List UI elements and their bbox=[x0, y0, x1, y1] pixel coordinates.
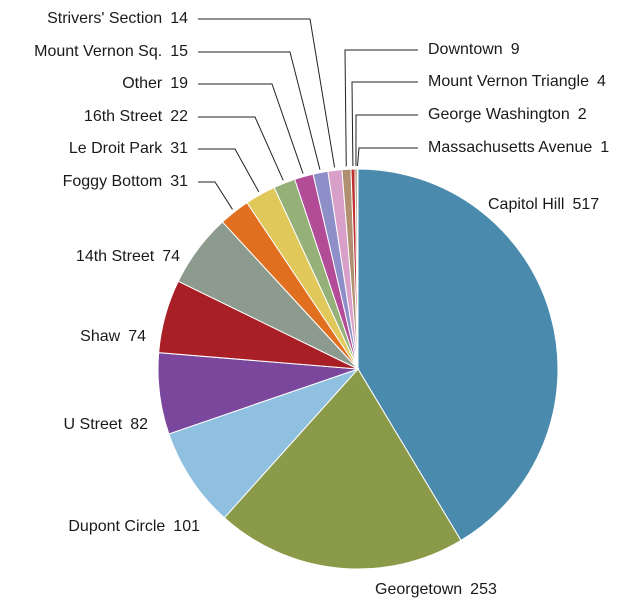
slice-label: 16th Street 22 bbox=[84, 108, 188, 125]
slice-label: U Street 82 bbox=[64, 416, 149, 433]
slice-label: Le Droit Park 31 bbox=[69, 140, 188, 157]
label-name: Mount Vernon Triangle bbox=[428, 73, 589, 90]
label-name: Mount Vernon Sq. bbox=[34, 43, 162, 60]
label-name: 16th Street bbox=[84, 108, 163, 125]
label-name: Le Droit Park bbox=[69, 140, 163, 157]
label-value: 2 bbox=[578, 106, 587, 123]
pie-slice bbox=[357, 168, 559, 542]
pie-slice bbox=[168, 367, 360, 519]
label-value: 19 bbox=[170, 75, 188, 92]
slice-label: Mount Vernon Triangle 4 bbox=[428, 73, 606, 90]
pie-slice bbox=[223, 368, 462, 570]
leader-line bbox=[356, 147, 418, 167]
leader-line bbox=[198, 18, 336, 168]
label-value: 15 bbox=[170, 43, 188, 60]
slice-label: Capitol Hill 517 bbox=[488, 196, 599, 213]
leader-line bbox=[198, 83, 304, 174]
label-value: 253 bbox=[470, 581, 497, 598]
label-value: 82 bbox=[130, 416, 148, 433]
label-value: 1 bbox=[600, 139, 609, 156]
slice-label: George Washington 2 bbox=[428, 106, 587, 123]
pie-slice bbox=[356, 168, 359, 370]
label-value: 14 bbox=[170, 10, 188, 27]
leader-line bbox=[198, 51, 321, 170]
label-name: Strivers' Section bbox=[47, 10, 162, 27]
slice-label: Massachusetts Avenue 1 bbox=[428, 139, 609, 156]
label-name: Other bbox=[122, 75, 163, 92]
label-name: Georgetown bbox=[375, 581, 462, 598]
label-name: 14th Street bbox=[76, 248, 155, 265]
slice-label: Georgetown 253 bbox=[375, 581, 497, 598]
label-name: Capitol Hill bbox=[488, 196, 564, 213]
label-name: Dupont Circle bbox=[68, 518, 165, 535]
label-value: 74 bbox=[128, 328, 146, 345]
label-name: Shaw bbox=[80, 328, 120, 345]
label-name: Downtown bbox=[428, 41, 503, 58]
slice-label: Downtown 9 bbox=[428, 41, 520, 58]
leader-line bbox=[355, 114, 418, 167]
slice-label: Shaw 74 bbox=[80, 328, 146, 345]
slice-label: Strivers' Section 14 bbox=[47, 10, 188, 27]
label-value: 517 bbox=[572, 196, 599, 213]
slice-label: Other 19 bbox=[122, 75, 188, 92]
label-value: 31 bbox=[170, 140, 188, 157]
label-value: 74 bbox=[162, 248, 180, 265]
leader-line bbox=[198, 181, 233, 210]
leader-line bbox=[198, 116, 284, 181]
label-value: 4 bbox=[597, 73, 606, 90]
label-value: 9 bbox=[511, 41, 520, 58]
slice-label: Mount Vernon Sq. 15 bbox=[34, 43, 188, 60]
label-name: George Washington bbox=[428, 106, 570, 123]
leader-line bbox=[351, 81, 418, 167]
slice-label: Foggy Bottom 31 bbox=[63, 173, 189, 190]
slice-label: Dupont Circle 101 bbox=[68, 518, 200, 535]
leader-line bbox=[198, 148, 260, 193]
label-name: Foggy Bottom bbox=[63, 173, 163, 190]
leader-line bbox=[344, 49, 418, 167]
label-value: 101 bbox=[173, 518, 200, 535]
slice-label: 14th Street 74 bbox=[76, 248, 180, 265]
label-value: 31 bbox=[170, 173, 188, 190]
label-value: 22 bbox=[170, 108, 188, 125]
label-name: U Street bbox=[64, 416, 123, 433]
label-name: Massachusetts Avenue bbox=[428, 139, 592, 156]
